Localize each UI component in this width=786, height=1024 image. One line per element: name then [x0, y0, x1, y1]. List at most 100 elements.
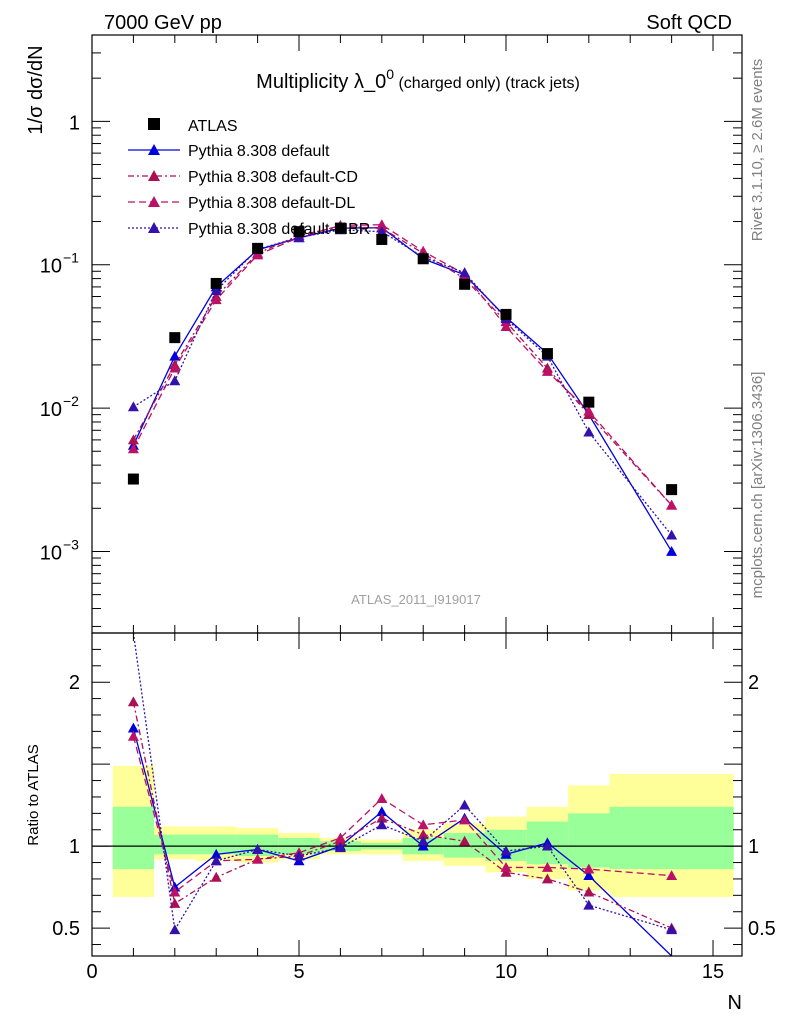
series-line-3 — [133, 229, 673, 536]
ratio-tick-label-left-1: 1 — [69, 836, 80, 858]
series-2-point-0 — [127, 443, 139, 454]
data-point-9 — [500, 308, 512, 320]
data-point-1 — [169, 332, 181, 344]
ratio-bands — [92, 765, 742, 897]
ratio-3-point-12 — [666, 924, 678, 935]
chart-title-sub: (charged only) (track jets) — [394, 75, 580, 92]
data-point-2 — [210, 277, 222, 289]
y-tick-label-2: 10 — [40, 256, 62, 278]
ratio-3-point-4 — [293, 850, 305, 861]
x-axis-label: N — [728, 992, 742, 1014]
series-2-point-12 — [666, 499, 678, 510]
ratio-3-point-8 — [459, 799, 471, 810]
ratio-2-point-1 — [169, 886, 181, 897]
series-0-point-12 — [666, 545, 678, 556]
legend-label-2: Pythia 8.308 default-DL — [188, 195, 355, 212]
ratio-2-point-12 — [666, 870, 678, 881]
legend-label-1: Pythia 8.308 default-CD — [188, 169, 358, 186]
series-3-point-11 — [583, 426, 595, 437]
ratio-3-point-11 — [583, 899, 595, 910]
header-left: 7000 GeV pp — [104, 12, 222, 34]
ratio-2-point-5 — [334, 832, 346, 843]
chart-title-sup: 0 — [386, 66, 394, 82]
ratio-1-point-6 — [376, 812, 388, 823]
series-3-point-6 — [376, 226, 388, 237]
header-right: Soft QCD — [646, 12, 732, 34]
ratio-1-point-7 — [417, 829, 429, 840]
data-point-4 — [293, 226, 305, 238]
mcplots-label: mcplots.cern.ch [arXiv:1306.3436] — [749, 372, 766, 599]
ratio-1-point-11 — [583, 886, 595, 897]
series-2-point-11 — [583, 405, 595, 416]
ratio-tick-label-right-0: 0.5 — [748, 918, 776, 940]
series-2-point-7 — [417, 245, 429, 256]
series-2-point-9 — [500, 321, 512, 332]
legend-label-0: Pythia 8.308 default — [188, 143, 330, 160]
data-point-3 — [252, 242, 264, 254]
series-2-point-1 — [169, 362, 181, 373]
ratio-2-point-10 — [541, 861, 553, 872]
ratio-0-point-6 — [376, 806, 388, 817]
band-inner-11 — [568, 813, 610, 868]
y-tick-label-1: 10 — [40, 399, 62, 421]
legend-marker-data — [148, 118, 160, 130]
series-1-point-0 — [127, 434, 139, 445]
ratio-tick-label-left-0: 0.5 — [52, 918, 80, 940]
ratio-1-point-8 — [459, 835, 471, 846]
band-inner-2 — [195, 834, 237, 855]
series-3-point-2 — [210, 285, 222, 295]
legend-marker-2 — [148, 196, 160, 207]
ratio-tick-label-right-1: 1 — [748, 836, 759, 858]
ratio-0-point-0 — [127, 722, 139, 733]
y-tick-label-0: 10 — [40, 542, 62, 564]
ratio-3-point-5 — [334, 842, 346, 853]
ratio-3-point-1 — [169, 924, 181, 935]
series-line-1 — [132, 225, 673, 506]
ratio-0-point-2 — [210, 848, 222, 859]
rivet-version-label: Rivet 3.1.10, ≥ 2.6M events — [749, 59, 766, 242]
ratio-1-point-10 — [541, 873, 553, 884]
x-tick-label-3: 15 — [702, 961, 724, 983]
band-inner-0 — [112, 806, 155, 870]
ratio-2-point-11 — [583, 863, 595, 874]
ratio-tick-label-left-2: 2 — [69, 672, 80, 694]
ratio-y-axis-label: Ratio to ATLAS — [25, 744, 42, 845]
ratio-1-point-1 — [169, 898, 181, 908]
data-point-5 — [334, 222, 346, 234]
ratio-2-point-6 — [376, 793, 388, 803]
data-point-11 — [583, 396, 595, 408]
series-3-point-0 — [127, 401, 139, 412]
x-tick-label-2: 10 — [495, 961, 517, 983]
x-tick-label-0: 0 — [86, 961, 97, 983]
ratio-3-point-9 — [500, 845, 512, 856]
series-3-point-12 — [666, 529, 678, 540]
data-point-8 — [459, 278, 471, 290]
x-tick-label-1: 5 — [293, 961, 304, 983]
ratio-1-point-0 — [127, 696, 139, 707]
y-tick-label-3: 1 — [69, 112, 80, 134]
series-line-2 — [132, 224, 673, 506]
series-2-point-3 — [252, 249, 264, 260]
chart-title: Multiplicity λ_00 (charged only) (track … — [256, 66, 580, 93]
series-3-point-1 — [169, 375, 181, 386]
band-inner-12 — [609, 806, 734, 870]
series-2-point-10 — [541, 365, 553, 376]
y-tick-label-exp-2: −1 — [63, 250, 79, 266]
y-tick-label-exp-1: −2 — [63, 393, 79, 409]
series-2-point-6 — [376, 219, 388, 230]
ratio-2-point-3 — [252, 853, 264, 864]
series-line-0 — [132, 227, 673, 552]
legend-label-data: ATLAS — [188, 118, 238, 135]
legend-marker-3 — [148, 222, 160, 233]
chart-title-main: Multiplicity λ_0 — [256, 71, 386, 93]
series-0-point-1 — [169, 350, 181, 361]
y-axis-label: 1/σ dσ/dN — [25, 45, 47, 134]
ratio-2-point-7 — [417, 819, 429, 830]
ratio-1-point-2 — [210, 871, 222, 882]
ratio-3-point-7 — [417, 835, 429, 846]
legend: ATLAS Pythia 8.308 default Pythia 8.308 de… — [128, 118, 370, 238]
legend-marker-0 — [148, 144, 160, 155]
legend-marker-1 — [148, 170, 160, 181]
ratio-3-point-6 — [376, 819, 388, 830]
